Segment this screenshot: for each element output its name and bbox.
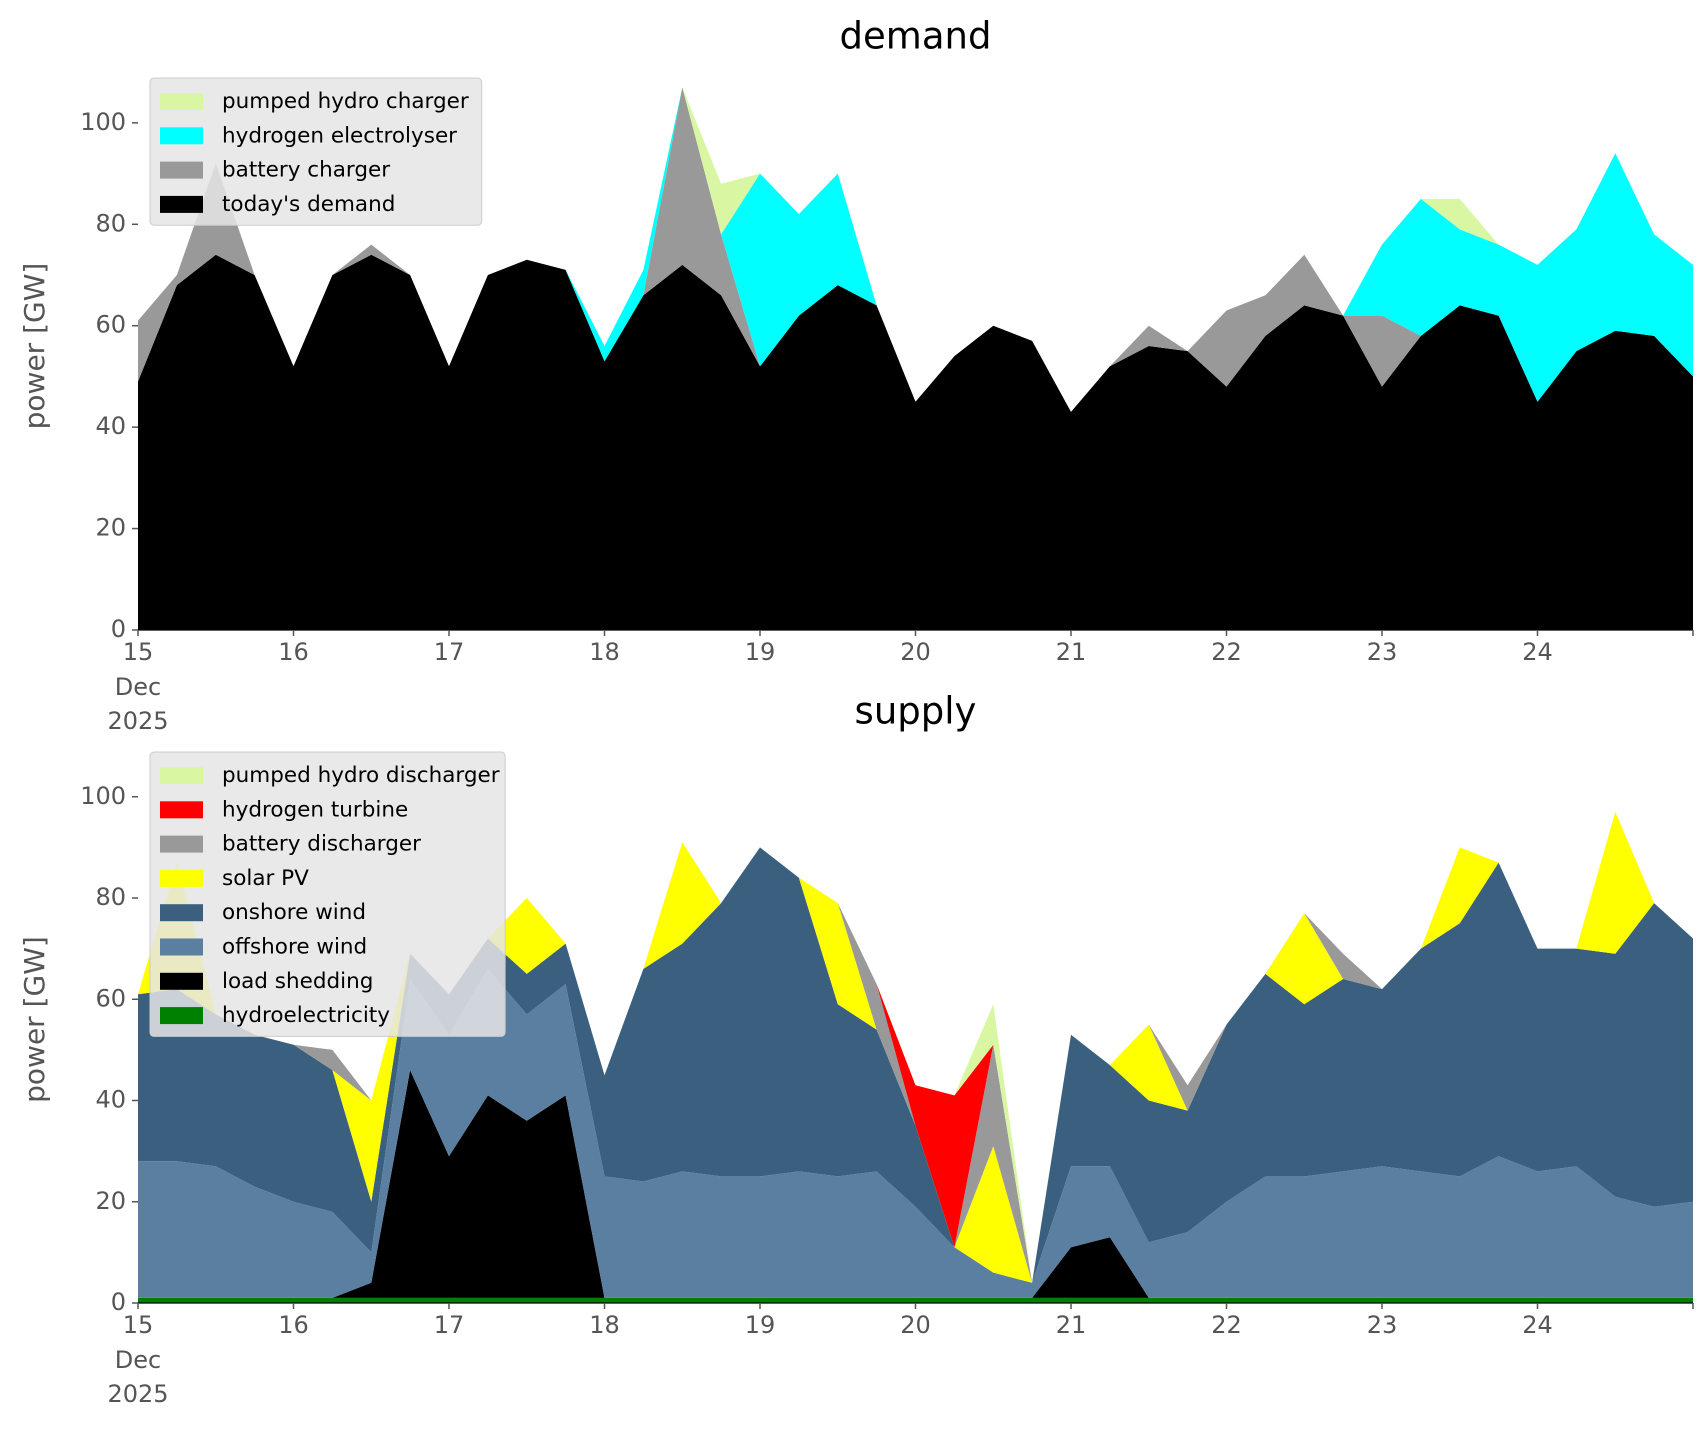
legend-swatch-load-shedding <box>160 972 203 990</box>
y-tick-label: 20 <box>95 514 126 542</box>
area-offshore-wind <box>138 968 1693 1298</box>
x-tick-label: 20 <box>900 1311 931 1339</box>
legend-label: hydroelectricity <box>222 1003 390 1028</box>
x-tick-label: 15 <box>123 638 154 666</box>
legend-label: pumped hydro charger <box>222 89 469 114</box>
legend-label: hydrogen turbine <box>222 797 408 822</box>
y-tick-label: 100 <box>80 782 126 810</box>
area-onshore-wind <box>138 847 1693 1283</box>
legend-swatch-solar-pv <box>160 869 203 887</box>
y-tick-label: 20 <box>95 1187 126 1215</box>
x-tick-label: 22 <box>1211 1311 1242 1339</box>
legend: pumped hydro charger hydrogen electrolyse… <box>149 77 483 226</box>
x-tick-label: 23 <box>1367 638 1398 666</box>
legend-swatch-battery-discharger <box>160 835 203 853</box>
x-tick-label: 21 <box>1056 1311 1087 1339</box>
x-tick-label: 17 <box>434 1311 465 1339</box>
y-tick-label: 0 <box>111 615 126 643</box>
x-tick-sublabel: 2025 <box>107 707 168 735</box>
legend-label: offshore wind <box>222 935 367 960</box>
legend-label: hydrogen electrolyser <box>222 123 457 148</box>
chart-title: supply <box>855 690 977 733</box>
area-hydrogen-electrolyser <box>138 87 1693 412</box>
x-tick-label: 24 <box>1522 1311 1553 1339</box>
x-tick-sublabel: Dec <box>115 1346 161 1374</box>
legend-swatch-pumped-hydro-discharger <box>160 767 203 784</box>
y-tick-label: 40 <box>95 412 126 440</box>
x-tick-label: 17 <box>434 638 465 666</box>
demand-panel: demand 15 Dec 2025 16 17 18 19 20 21 22 23 24 0 20 40 60… <box>18 15 1694 735</box>
legend-label: solar PV <box>222 866 309 891</box>
x-tick-label: 24 <box>1522 638 1553 666</box>
legend-label: battery discharger <box>222 832 421 857</box>
legend-swatch-offshore-wind <box>160 938 203 956</box>
y-tick-label: 100 <box>80 108 126 136</box>
legend-swatch-hydrogen-turbine <box>160 801 203 819</box>
x-tick-sublabel: Dec <box>115 673 161 701</box>
y-axis-label: power [GW] <box>18 263 51 430</box>
legend-swatch-hydroelectricity <box>160 1007 203 1025</box>
y-tick-label: 80 <box>95 883 126 911</box>
x-tick-label: 23 <box>1367 1311 1398 1339</box>
area-hydroelectricity <box>138 1297 1693 1303</box>
x-tick-sublabel: 2025 <box>107 1380 168 1408</box>
x-tick-label: 22 <box>1211 638 1242 666</box>
legend-swatch-hydrogen-electrolyser <box>160 127 203 145</box>
y-axis-label: power [GW] <box>18 936 51 1103</box>
legend-frame <box>149 751 506 1037</box>
x-tick-label: 15 <box>123 1311 154 1339</box>
legend-label: battery charger <box>222 158 390 183</box>
area-solar-pv <box>138 811 1693 1283</box>
legend-swatch-battery-charger <box>160 161 203 179</box>
legend-label: pumped hydro discharger <box>222 763 500 788</box>
legend-swatch-onshore-wind <box>160 904 203 922</box>
x-tick-label: 20 <box>900 638 931 666</box>
y-tick-label: 40 <box>95 1086 126 1114</box>
x-tick-label: 18 <box>589 1311 620 1339</box>
legend: pumped hydro discharger hydrogen turbine b… <box>149 751 506 1037</box>
chart-title: demand <box>840 15 992 58</box>
area-load-shedding <box>138 1070 1693 1298</box>
area-today-s-demand <box>138 254 1693 630</box>
supply-panel: supply 15 Dec 2025 16 17 18 19 20 21 22 23 24 0 20 40 60… <box>18 690 1694 1408</box>
x-tick-label: 16 <box>278 1311 309 1339</box>
y-tick-label: 80 <box>95 209 126 237</box>
legend-swatch-today-s-demand <box>160 195 203 213</box>
x-tick-label: 18 <box>589 638 620 666</box>
x-tick-label: 21 <box>1056 638 1087 666</box>
x-tick-label: 19 <box>745 1311 776 1339</box>
legend-frame <box>149 77 483 226</box>
y-tick-label: 60 <box>95 984 126 1012</box>
legend-label: today's demand <box>222 192 395 217</box>
y-tick-label: 60 <box>95 311 126 339</box>
legend-label: load shedding <box>222 969 373 994</box>
x-tick-label: 19 <box>745 638 776 666</box>
x-tick-label: 16 <box>278 638 309 666</box>
legend-label: onshore wind <box>222 900 366 925</box>
y-tick-label: 0 <box>111 1288 126 1316</box>
legend-swatch-pumped-hydro-charger <box>160 93 203 110</box>
